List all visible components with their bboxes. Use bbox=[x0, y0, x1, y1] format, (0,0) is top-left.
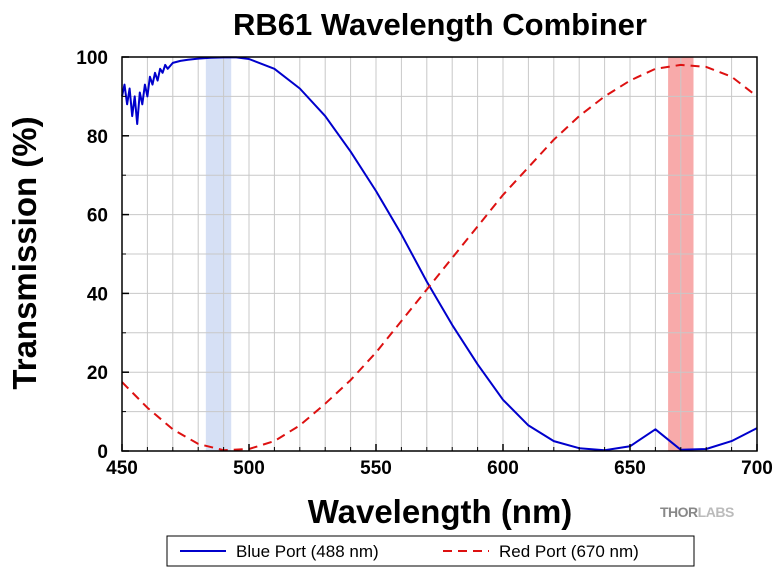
legend-label-blue: Blue Port (488 nm) bbox=[236, 542, 379, 561]
x-tick-label-700: 700 bbox=[741, 458, 773, 479]
series-line-0 bbox=[121, 56, 758, 452]
thorlabs-logo: THORLABS bbox=[660, 504, 734, 520]
legend-box bbox=[166, 535, 695, 567]
x-tick-labels: 450 500 550 600 650 700 bbox=[106, 458, 773, 479]
y-tick-label-80: 80 bbox=[87, 127, 108, 148]
y-tick-label-0: 0 bbox=[97, 442, 108, 463]
y-tick-label-60: 60 bbox=[87, 206, 108, 227]
x-tick-label-450: 450 bbox=[106, 458, 138, 479]
y-tick-label-40: 40 bbox=[87, 284, 108, 305]
y-axis-title: Transmission (%) bbox=[6, 116, 43, 389]
y-tick-labels: 0 20 40 60 80 100 bbox=[76, 48, 108, 463]
x-axis-title: Wavelength (nm) bbox=[308, 493, 573, 530]
grid-lines bbox=[122, 57, 757, 451]
x-tick-label-600: 600 bbox=[487, 458, 519, 479]
series-line-1 bbox=[121, 63, 758, 452]
legend: Blue Port (488 nm) Red Port (670 nm) bbox=[166, 535, 695, 567]
logo-part1: THOR bbox=[660, 504, 698, 520]
svg-text:THORLABS: THORLABS bbox=[660, 504, 734, 520]
x-tick-label-550: 550 bbox=[360, 458, 392, 479]
legend-label-red: Red Port (670 nm) bbox=[499, 542, 639, 561]
y-tick-label-100: 100 bbox=[76, 48, 108, 69]
chart-title: RB61 Wavelength Combiner bbox=[233, 7, 647, 42]
y-tick-label-20: 20 bbox=[87, 363, 108, 384]
axis-ticks bbox=[121, 56, 758, 452]
logo-part2: LABS bbox=[698, 504, 734, 520]
series-lines bbox=[121, 56, 758, 452]
x-tick-label-650: 650 bbox=[614, 458, 646, 479]
x-tick-label-500: 500 bbox=[233, 458, 265, 479]
